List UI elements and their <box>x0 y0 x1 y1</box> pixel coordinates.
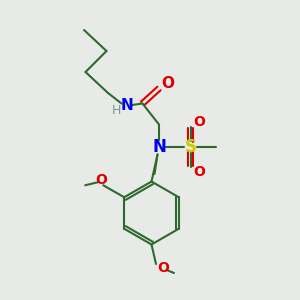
Text: N: N <box>121 98 133 112</box>
Text: H: H <box>111 103 121 117</box>
Text: O: O <box>158 262 169 275</box>
Text: S: S <box>184 138 196 156</box>
Text: O: O <box>161 76 174 91</box>
Text: O: O <box>193 116 205 129</box>
Text: N: N <box>152 138 166 156</box>
Text: O: O <box>193 165 205 178</box>
Text: O: O <box>95 173 107 187</box>
